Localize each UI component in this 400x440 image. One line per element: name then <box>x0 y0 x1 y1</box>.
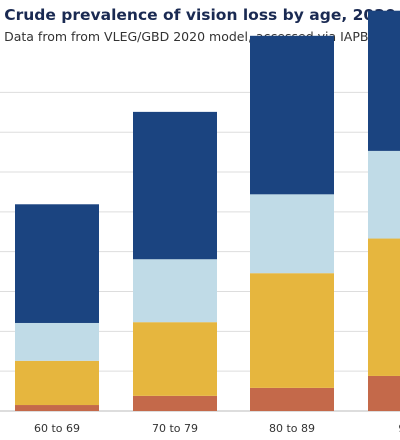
bar-segment <box>133 322 217 396</box>
bar-segment <box>250 273 334 388</box>
bar-segment <box>368 238 400 376</box>
bar-segment <box>368 150 400 239</box>
chart-title: Crude prevalence of vision loss by age, … <box>4 6 396 24</box>
x-tick-label: 60 to 69 <box>34 422 80 435</box>
bar-segment <box>15 405 99 411</box>
x-tick-label: 90+ <box>398 422 400 435</box>
bar-segment <box>368 10 400 151</box>
bar-segment <box>15 204 99 323</box>
bar-segment <box>133 259 217 323</box>
bar-segment <box>250 35 334 195</box>
bar-segment <box>133 111 217 260</box>
x-tick-label: 80 to 89 <box>269 422 315 435</box>
bar-segment <box>250 387 334 411</box>
bar-segment <box>15 322 99 361</box>
bar-segment <box>250 194 334 274</box>
bar-segment <box>133 395 217 411</box>
bar-segment <box>368 375 400 411</box>
bar-segment <box>15 360 99 406</box>
x-tick-label: 70 to 79 <box>152 422 198 435</box>
